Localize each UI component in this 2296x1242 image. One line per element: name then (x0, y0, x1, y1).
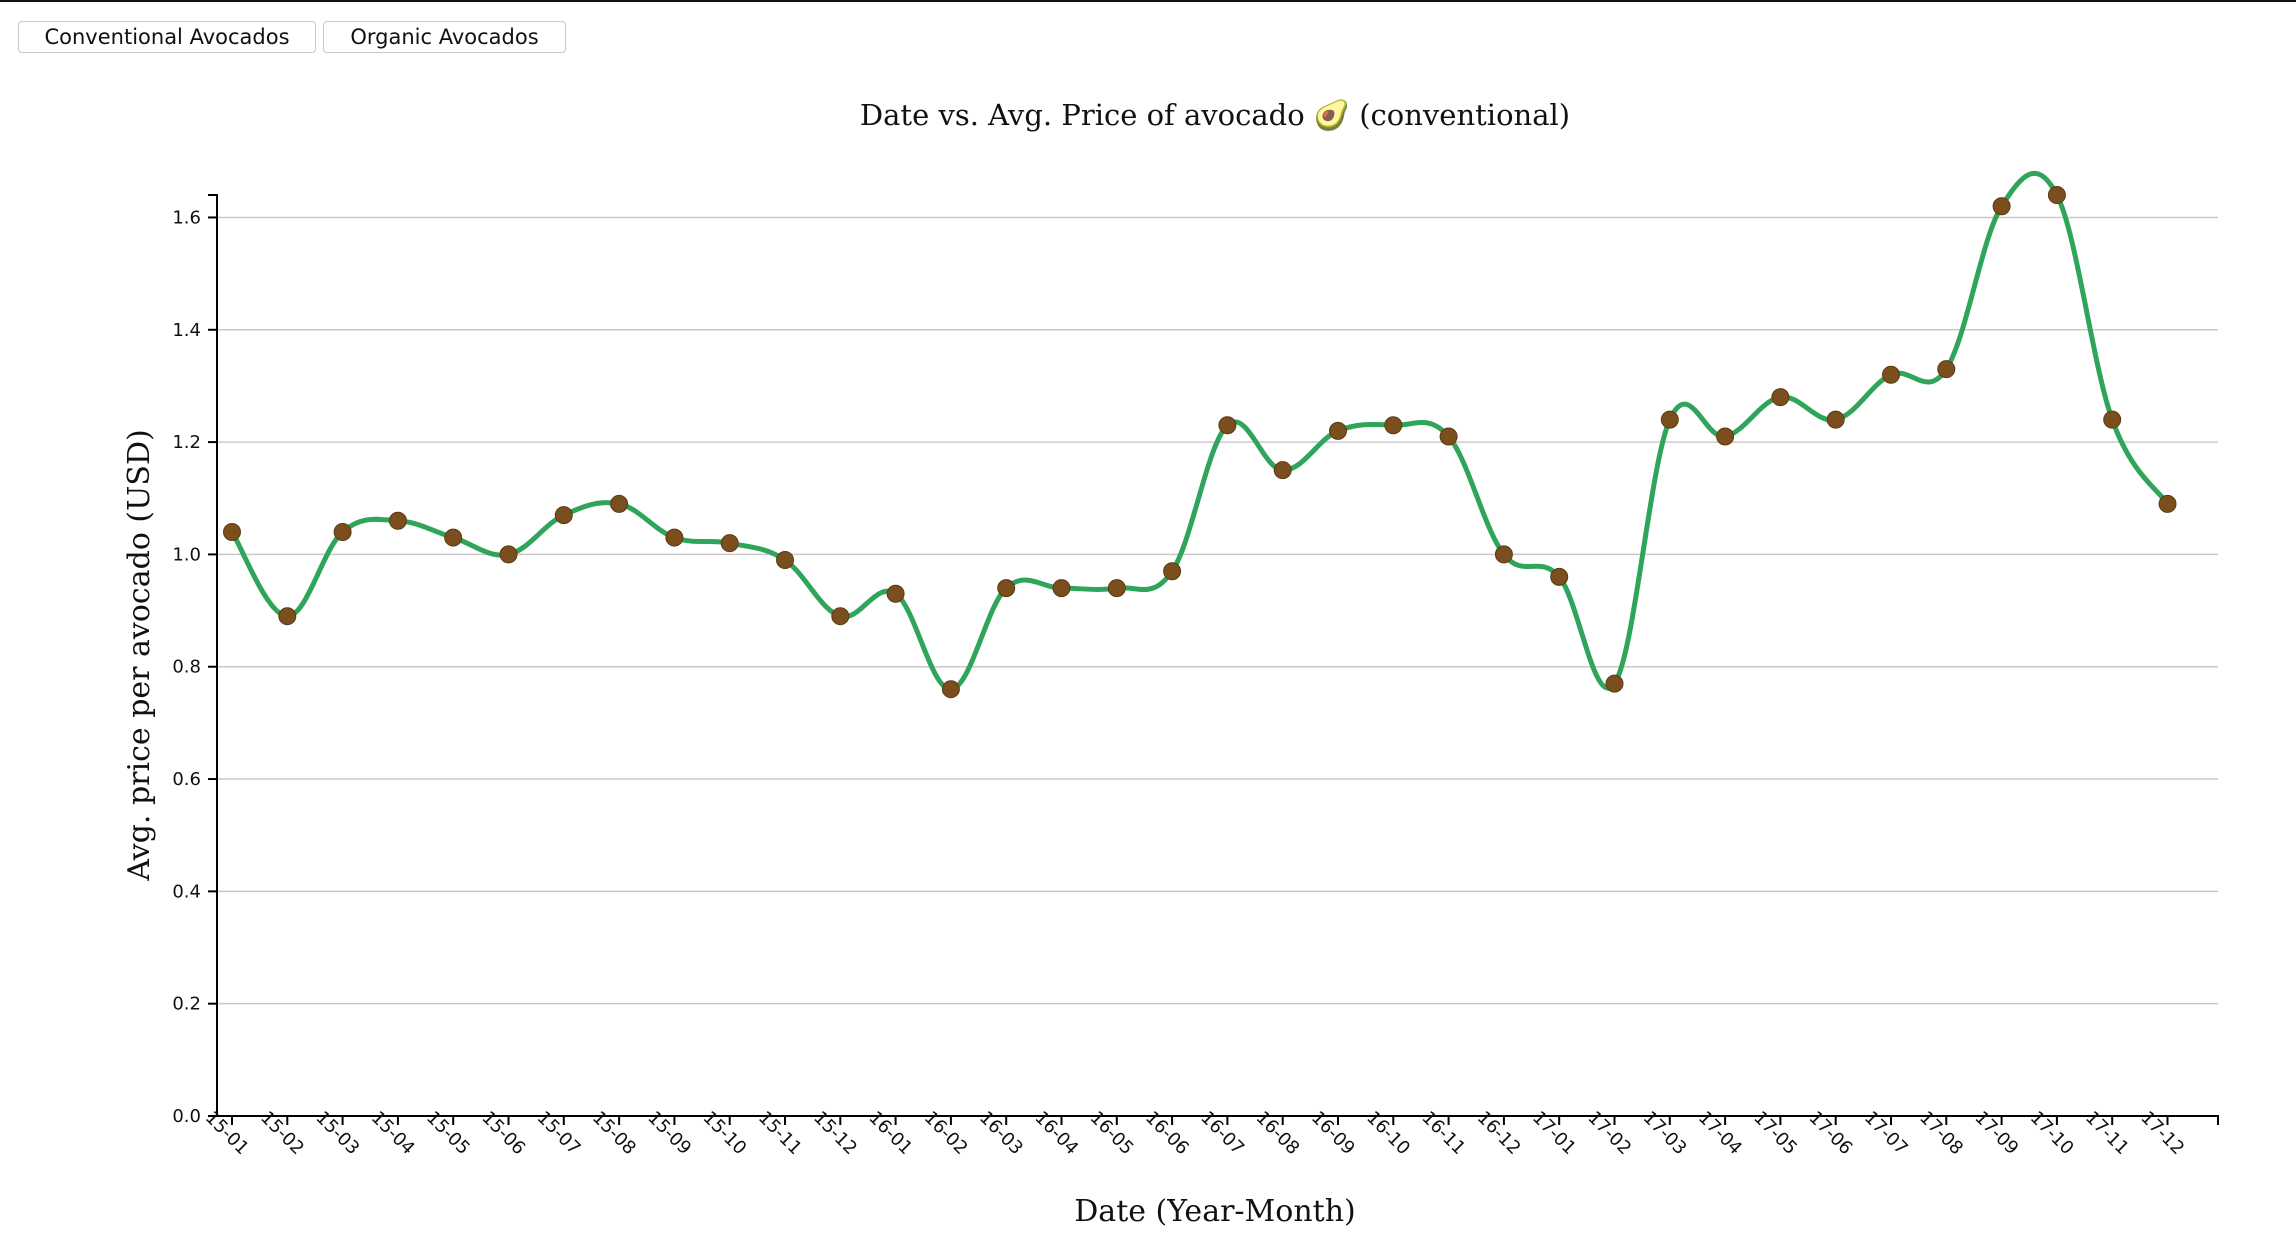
price-series-line (229, 170, 2170, 692)
data-point[interactable] (1218, 416, 1237, 435)
data-point[interactable] (1992, 197, 2011, 216)
conventional-avocados-button[interactable]: Conventional Avocados (18, 21, 316, 53)
data-point[interactable] (1273, 461, 1292, 480)
data-point[interactable] (444, 528, 463, 547)
grid-lines (217, 216, 2218, 1005)
data-point[interactable] (1329, 421, 1347, 440)
dataset-toggle-bar: Conventional Avocados Organic Avocados (18, 21, 566, 53)
organic-avocados-button[interactable]: Organic Avocados (323, 21, 566, 53)
data-point[interactable] (1384, 416, 1403, 435)
data-point[interactable] (886, 584, 905, 603)
data-point[interactable] (1716, 427, 1735, 446)
y-tick-label: 0.4 (172, 881, 201, 902)
data-point[interactable] (997, 579, 1016, 598)
y-axis-line (208, 194, 218, 1116)
data-point[interactable] (388, 511, 407, 530)
top-border (0, 0, 2296, 2)
x-axis: 15-01 15-02 15-03 15-04 15-05 15-06 15-07 15-08… (201, 1107, 2219, 1159)
y-tick-label: 0.8 (172, 657, 201, 678)
y-tick-label: 0.2 (172, 994, 201, 1015)
data-point[interactable] (941, 680, 960, 699)
y-axis: 0.0 0.2 0.4 0.6 0.8 1.0 1.2 1.4 1.6 (172, 194, 218, 1127)
data-point[interactable] (2047, 186, 2066, 204)
data-point[interactable] (499, 545, 518, 564)
data-point[interactable] (2103, 410, 2122, 429)
y-tick-label: 1.4 (172, 320, 201, 341)
x-axis-line (217, 1115, 2219, 1125)
data-point[interactable] (1826, 410, 1845, 429)
data-point[interactable] (776, 551, 794, 570)
data-point[interactable] (665, 528, 684, 547)
data-point[interactable] (831, 607, 850, 626)
y-tick-label: 1.6 (172, 207, 201, 228)
data-point[interactable] (1052, 579, 1071, 598)
data-point[interactable] (1771, 388, 1790, 407)
data-point[interactable] (1605, 674, 1624, 693)
data-point[interactable] (554, 506, 573, 525)
x-axis-label: Date (Year-Month) (1074, 1194, 1355, 1229)
data-point[interactable] (2158, 494, 2177, 513)
data-point[interactable] (1439, 427, 1458, 446)
y-tick-label: 1.2 (172, 432, 201, 453)
data-point[interactable] (1494, 545, 1513, 564)
y-tick-label: 0.6 (172, 769, 201, 790)
data-points (223, 186, 2177, 699)
data-point[interactable] (1163, 562, 1182, 581)
data-point[interactable] (333, 522, 352, 541)
chart-title: Date vs. Avg. Price of avocado 🥑 (conven… (860, 96, 1570, 132)
data-point[interactable] (1937, 360, 1956, 379)
y-axis-label: Avg. price per avocado (USD) (122, 429, 157, 881)
data-point[interactable] (720, 534, 739, 553)
data-point[interactable] (1550, 567, 1569, 586)
data-point[interactable] (1660, 410, 1679, 429)
y-tick-label: 0.0 (172, 1106, 201, 1127)
data-point[interactable] (1107, 579, 1126, 598)
data-point[interactable] (278, 607, 297, 626)
data-point[interactable] (223, 522, 241, 541)
data-point[interactable] (1882, 365, 1900, 384)
data-point[interactable] (610, 494, 629, 513)
y-tick-label: 1.0 (172, 544, 201, 565)
